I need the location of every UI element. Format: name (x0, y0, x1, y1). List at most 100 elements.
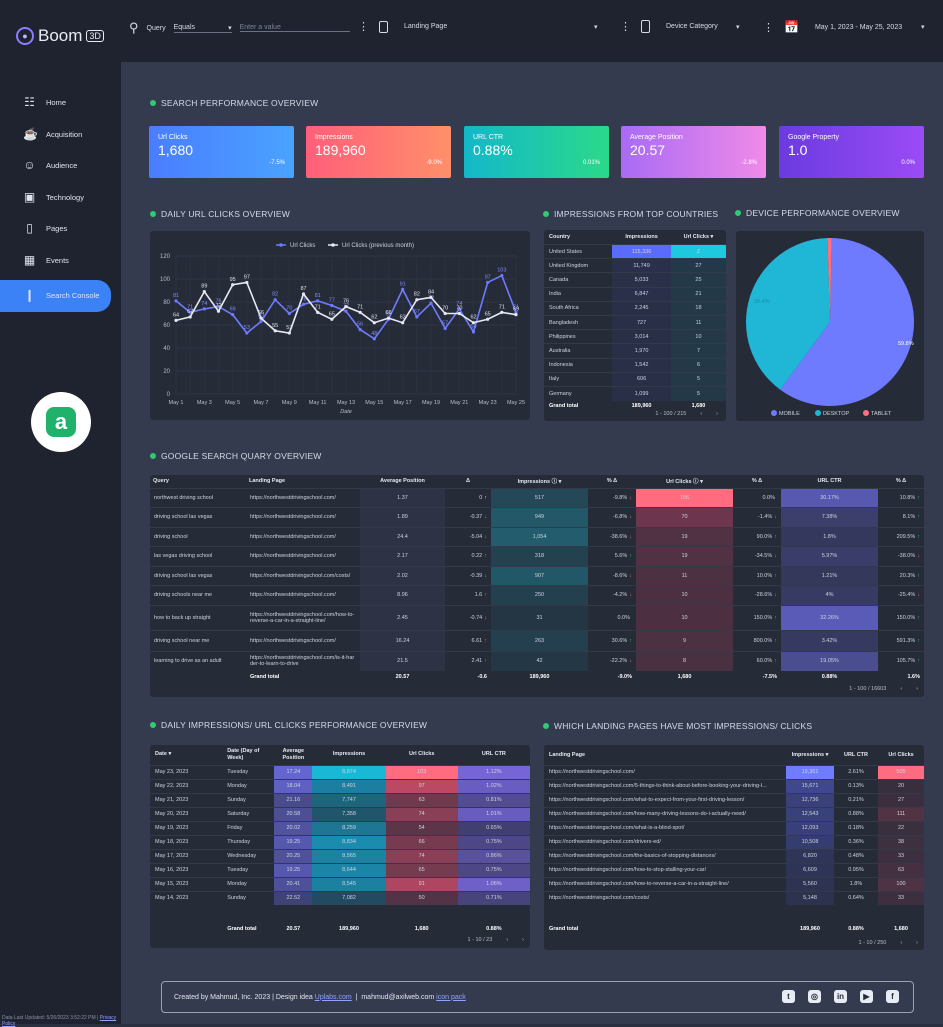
column-header[interactable]: URL CTR (481, 751, 506, 758)
column-header[interactable]: Δ (466, 478, 470, 485)
data-point[interactable] (273, 298, 277, 302)
date-filter[interactable]: ⋮ 📅 May 1, 2023 - May 25, 2023 ▾ (763, 20, 924, 34)
table-row[interactable]: https://northwestdrivingschool.com/how-m… (544, 807, 924, 821)
column-header[interactable]: Impressions (332, 751, 366, 758)
data-point[interactable] (216, 305, 221, 309)
sidebar-item-technology[interactable]: ▣ Technology (0, 182, 121, 214)
data-point[interactable] (344, 309, 348, 313)
table-row[interactable]: May 17, 2023 Wednesday 20.25 8,565 74 0.86% (150, 849, 530, 863)
instagram-icon[interactable]: ◎ (808, 990, 821, 1003)
pie-slice[interactable] (780, 238, 914, 406)
data-point[interactable] (457, 311, 461, 316)
data-point[interactable] (287, 311, 291, 316)
more-vert-icon[interactable]: ⋮ (358, 21, 369, 33)
data-point[interactable] (316, 299, 320, 303)
table-row[interactable]: May 23, 2023 Tuesday 17.24 8,874 103 1.12% (150, 765, 530, 779)
data-point[interactable] (429, 295, 433, 299)
column-header[interactable]: Landing Page (249, 478, 286, 485)
data-point[interactable] (188, 315, 192, 319)
prev-page-icon[interactable]: ‹ (506, 937, 509, 943)
table-row[interactable]: United Kingdom 11,749 27 (544, 258, 726, 273)
data-point[interactable] (259, 316, 263, 320)
data-point[interactable] (443, 311, 447, 316)
column-header[interactable]: Landing Page (549, 751, 586, 758)
table-row[interactable]: May 14, 2023 Sunday 22.52 7,082 50 0.71% (150, 891, 530, 905)
app-logo[interactable]: ● Boom 3D (16, 26, 104, 46)
data-point[interactable] (514, 313, 518, 317)
next-page-icon[interactable]: › (916, 686, 918, 692)
data-point[interactable] (245, 331, 249, 335)
column-header[interactable]: Url Clicks ▾ (683, 234, 714, 240)
data-point[interactable] (358, 328, 362, 332)
device-category-select[interactable]: Device Category (666, 23, 718, 30)
table-row[interactable]: May 16, 2023 Tuesday 19.25 8,644 65 0.75% (150, 863, 530, 877)
table-row[interactable]: driving school near me https://northwestd… (150, 630, 924, 651)
table-row[interactable]: Australia 1,970 7 (544, 343, 726, 358)
pie-slice[interactable] (746, 238, 830, 390)
table-row[interactable]: https://northwestdrivingschool.com/the-b… (544, 849, 924, 863)
youtube-icon[interactable]: ▶ (860, 990, 873, 1003)
data-point[interactable] (415, 315, 419, 319)
column-header[interactable]: Url Clicks ⓘ ▾ (666, 479, 703, 486)
operator-select[interactable]: Equals ▾ (173, 24, 232, 33)
table-row[interactable]: https://northwestdrivingschool.com/how-t… (544, 863, 924, 877)
prev-page-icon[interactable]: ‹ (700, 411, 703, 417)
column-header[interactable]: URL CTR (843, 751, 869, 758)
table-row[interactable]: Bangladesh 727 11 (544, 315, 726, 330)
data-point[interactable] (202, 290, 206, 294)
table-row[interactable]: driving schools near me https://northwest… (150, 585, 924, 605)
landing-page-filter[interactable]: ⋮ Landing Page ▾ (358, 20, 598, 33)
data-point[interactable] (301, 292, 306, 296)
table-row[interactable]: May 18, 2023 Thursday 19.25 8,834 66 0.75% (150, 835, 530, 849)
table-row[interactable]: https://northwestdrivingschool.com/how-t… (544, 877, 924, 891)
data-point[interactable] (188, 310, 192, 314)
sidebar-item-home[interactable]: ☷ Home (0, 87, 121, 119)
table-row[interactable]: how to back up straight https://northwest… (150, 605, 924, 630)
value-input[interactable]: Enter a value (239, 24, 350, 32)
table-row[interactable]: Germany 1,099 5 (544, 386, 726, 401)
data-point[interactable] (330, 317, 334, 321)
column-header[interactable]: Impressions ▾ (791, 751, 829, 758)
data-point[interactable] (372, 321, 376, 325)
pie-slice[interactable] (827, 238, 832, 322)
more-vert-icon[interactable]: ⋮ (620, 21, 631, 33)
column-header[interactable]: URL CTR (817, 478, 842, 485)
table-row[interactable]: learning to drive as an adult https://nor… (150, 651, 924, 671)
column-header[interactable]: Query (153, 478, 169, 485)
data-point[interactable] (401, 321, 405, 325)
table-row[interactable]: May 20, 2023 Saturday 20.58 7,358 74 1.01% (150, 807, 530, 821)
data-point[interactable] (316, 310, 320, 314)
data-point[interactable] (471, 321, 476, 325)
data-point[interactable] (500, 273, 504, 278)
sidebar-item-pages[interactable]: ▯ Pages (0, 213, 121, 245)
landing-page-select[interactable]: Landing Page (404, 23, 448, 30)
column-header[interactable]: Impressions (625, 234, 658, 240)
prev-page-icon[interactable]: ‹ (900, 686, 903, 692)
data-point[interactable] (486, 317, 490, 321)
data-point[interactable] (429, 301, 433, 305)
table-row[interactable]: https://northwestdrivingschool.com/drive… (544, 835, 924, 849)
table-row[interactable]: India 6,847 21 (544, 287, 726, 302)
data-point[interactable] (301, 302, 306, 306)
icon-pack-link[interactable]: icon pack (436, 993, 466, 1001)
linkedin-icon[interactable]: in (834, 990, 847, 1003)
table-row[interactable]: Indonesia 1,542 6 (544, 358, 726, 373)
data-point[interactable] (273, 329, 277, 333)
data-point[interactable] (443, 326, 447, 331)
data-point[interactable] (231, 283, 235, 287)
column-header[interactable]: % Δ (606, 478, 618, 485)
data-point[interactable] (259, 319, 263, 324)
data-point[interactable] (386, 316, 391, 320)
table-row[interactable]: https://northwestdrivingschool.com/19,36… (544, 765, 924, 779)
table-row[interactable]: northwest driving school https://northwes… (150, 488, 924, 508)
next-page-icon[interactable]: › (716, 411, 718, 417)
column-header[interactable]: Url Clicks (888, 751, 914, 758)
column-header[interactable]: Impressions ⓘ ▾ (517, 479, 562, 486)
data-point[interactable] (330, 303, 334, 308)
sidebar-item-acquisition[interactable]: ☕ Acquisition (0, 119, 121, 151)
column-header[interactable]: Date (Day of Week) (227, 747, 260, 761)
device-filter[interactable]: ⋮ Device Category ▾ (620, 20, 740, 33)
table-row[interactable]: Philippines 3,014 10 (544, 329, 726, 344)
table-row[interactable]: driving school https://northwestdrivingsc… (150, 527, 924, 547)
column-header[interactable]: Average Position (282, 747, 305, 761)
